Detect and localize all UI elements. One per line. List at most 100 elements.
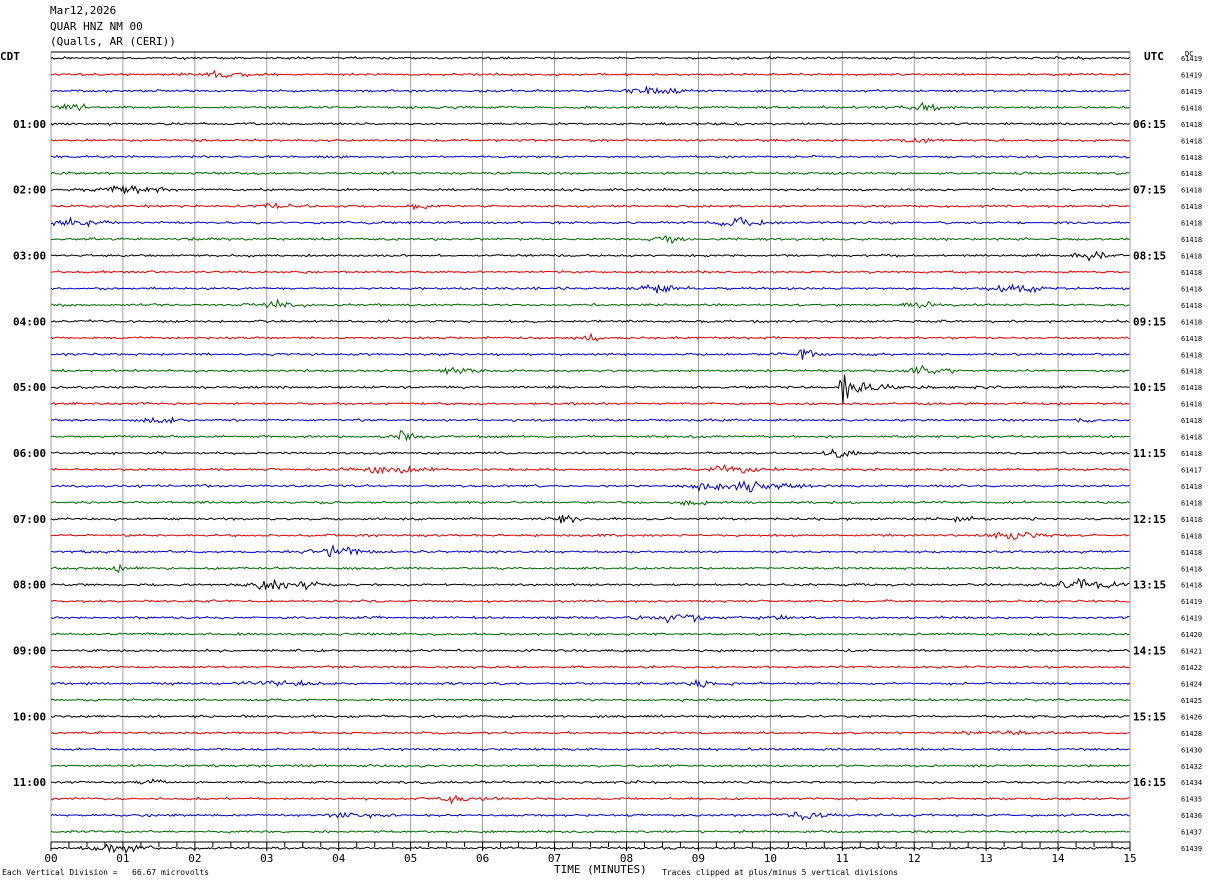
x-tick-label: 08	[620, 852, 633, 865]
dc-offset-label: 61418	[1181, 549, 1202, 557]
utc-hour-label: 11:15	[1133, 447, 1166, 460]
seismic-trace	[50, 763, 1130, 769]
dc-offset-label: 61418	[1181, 236, 1202, 244]
dc-offset-label: 61418	[1181, 401, 1202, 409]
x-tick-label: 02	[188, 852, 201, 865]
dc-offset-label: 61439	[1181, 845, 1202, 853]
x-tick-label: 14	[1051, 852, 1065, 865]
dc-offset-label: 61430	[1181, 746, 1202, 754]
dc-offset-label: 61418	[1181, 516, 1202, 524]
seismic-trace	[50, 416, 1130, 425]
dc-offset-label: 61419	[1181, 615, 1202, 623]
utc-hour-label: 14:15	[1133, 645, 1166, 658]
utc-hour-label: 06:15	[1133, 118, 1166, 131]
seismic-trace	[50, 283, 1130, 294]
dc-offset-label: 61418	[1181, 417, 1202, 425]
dc-offset-label: 61424	[1181, 680, 1202, 688]
seismic-trace	[50, 777, 1130, 785]
seismic-trace	[50, 69, 1130, 79]
seismic-trace	[50, 216, 1130, 228]
utc-hour-label: 15:15	[1133, 710, 1166, 723]
cdt-hour-label: 05:00	[13, 381, 46, 394]
seismic-trace	[50, 599, 1130, 604]
seismic-trace	[50, 235, 1130, 245]
x-axis-title: TIME (MINUTES)	[554, 863, 647, 876]
dc-offset-label: 61418	[1181, 565, 1202, 573]
dc-offset-label: 61418	[1181, 137, 1202, 145]
dc-offset-label: 61437	[1181, 829, 1202, 837]
seismic-trace	[50, 374, 1130, 404]
grid-layer	[50, 51, 1131, 851]
seismic-trace	[50, 121, 1130, 126]
dc-label: DC	[1185, 50, 1194, 58]
cdt-hour-label: 04:00	[13, 315, 46, 328]
seismic-trace	[50, 811, 1130, 822]
dc-offset-label: 61418	[1181, 285, 1202, 293]
x-tick-label: 05	[404, 852, 417, 865]
dc-offset-label: 61426	[1181, 713, 1202, 721]
x-tick-label: 06	[476, 852, 489, 865]
seismic-trace	[50, 664, 1130, 670]
x-tick-label: 11	[836, 852, 849, 865]
x-tick-label: 09	[692, 852, 705, 865]
utc-hour-label: 07:15	[1133, 184, 1166, 197]
right-timezone: UTC	[1144, 50, 1164, 63]
dc-offset-label: 61435	[1181, 796, 1202, 804]
left-timezone: CDT	[0, 50, 20, 63]
dc-offset-label: 61419	[1181, 71, 1202, 79]
x-tick-label: 00	[44, 852, 57, 865]
utc-hour-label: 12:15	[1133, 513, 1166, 526]
cdt-hour-label: 08:00	[13, 579, 46, 592]
seismic-trace	[50, 714, 1130, 719]
dc-offset-label: 61418	[1181, 351, 1202, 359]
seismic-trace	[50, 136, 1130, 144]
seismic-trace	[50, 697, 1130, 703]
dc-offset-label: 61418	[1181, 302, 1202, 310]
seismic-trace	[50, 514, 1130, 524]
dc-offset-label: 61425	[1181, 697, 1202, 705]
seismic-trace	[50, 298, 1130, 309]
station-location: (Qualls, AR (CERI))	[50, 35, 176, 48]
seismic-trace	[50, 631, 1130, 637]
dc-offset-label: 61419	[1181, 598, 1202, 606]
seismic-trace	[50, 531, 1130, 541]
clip-note: Traces clipped at plus/minus 5 vertical …	[662, 868, 899, 877]
seismic-trace	[50, 747, 1130, 752]
cdt-hour-label: 07:00	[13, 513, 46, 526]
station-code: QUAR HNZ NM 00	[50, 20, 143, 33]
seismic-trace	[50, 401, 1130, 406]
seismic-trace	[50, 55, 1130, 61]
cdt-hour-label: 03:00	[13, 250, 46, 263]
cdt-hour-label: 06:00	[13, 447, 46, 460]
utc-hour-label: 13:15	[1133, 579, 1166, 592]
x-tick-label: 12	[908, 852, 921, 865]
seismic-trace	[50, 85, 1130, 95]
seismic-trace	[50, 648, 1130, 653]
seismic-trace	[50, 154, 1130, 159]
utc-hour-label: 09:15	[1133, 315, 1166, 328]
seismic-trace	[50, 544, 1130, 558]
dc-offset-label: 61418	[1181, 220, 1202, 228]
dc-offset-label: 61421	[1181, 648, 1202, 656]
seismic-trace	[50, 202, 1130, 211]
cdt-hour-label: 02:00	[13, 184, 46, 197]
cdt-hour-label: 09:00	[13, 645, 46, 658]
dc-offset-label: 61418	[1181, 532, 1202, 540]
seismic-trace	[50, 348, 1130, 360]
dc-offset-label: 61422	[1181, 664, 1202, 672]
dc-offset-label: 61418	[1181, 154, 1202, 162]
seismic-trace	[50, 794, 1130, 805]
x-tick-label: 03	[260, 852, 273, 865]
utc-hour-label: 10:15	[1133, 381, 1166, 394]
x-tick-label: 10	[764, 852, 777, 865]
cdt-hour-label: 11:00	[13, 776, 46, 789]
dc-offset-label: 61418	[1181, 269, 1202, 277]
seismic-trace	[50, 269, 1130, 275]
seismic-trace	[50, 499, 1130, 507]
dc-offset-label: 61418	[1181, 253, 1202, 261]
seismic-trace	[50, 101, 1130, 112]
seismic-trace	[50, 678, 1130, 688]
dc-offset-label: 61418	[1181, 318, 1202, 326]
dc-offset-label: 61418	[1181, 335, 1202, 343]
